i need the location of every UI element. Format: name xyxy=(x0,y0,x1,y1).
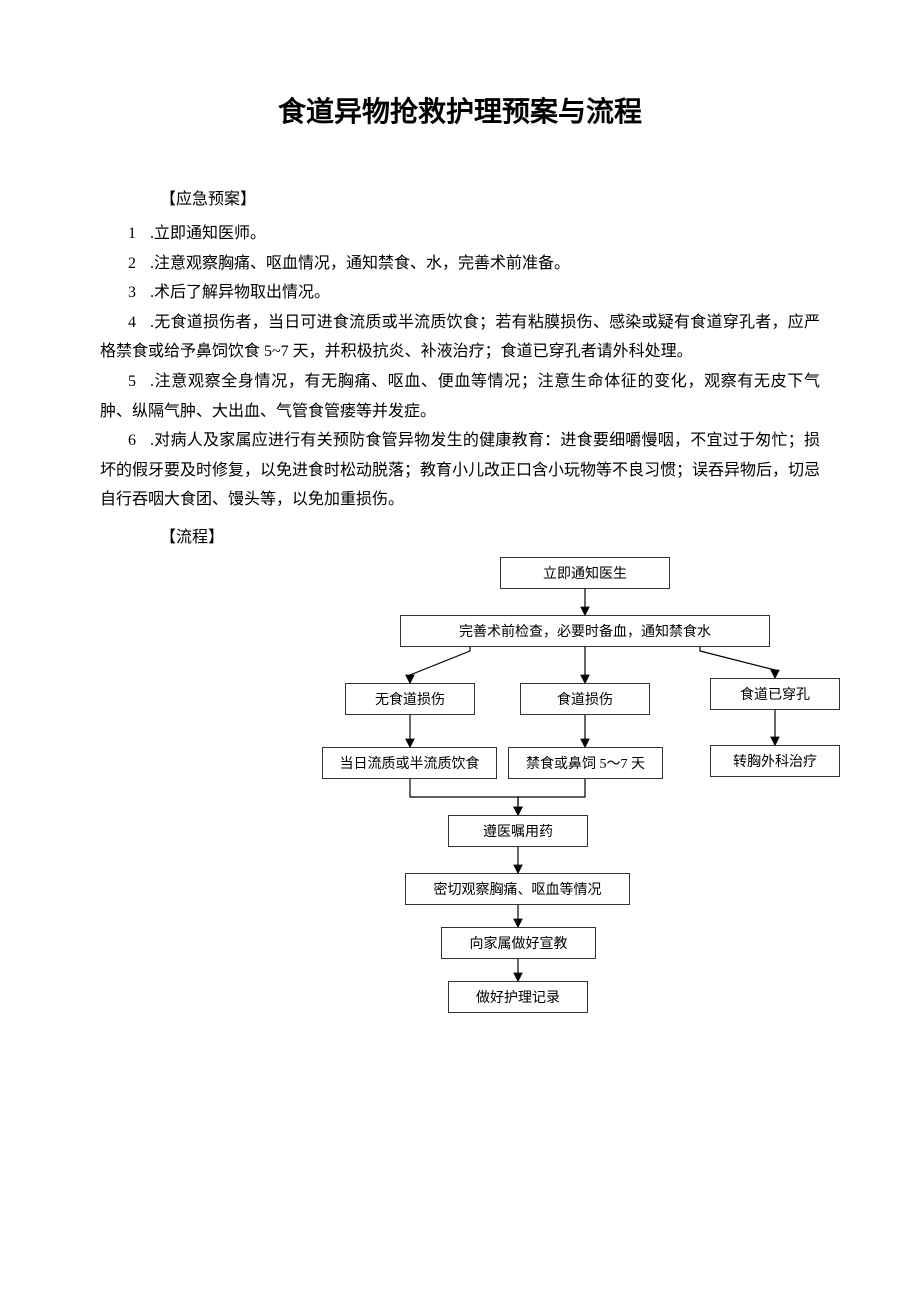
section-header-flow: 【流程】 xyxy=(160,523,820,547)
item-number: 3 xyxy=(128,278,150,308)
item-number: 6 xyxy=(128,426,150,456)
list-item: 4.无食道损伤者，当日可进食流质或半流质饮食；若有粘膜损伤、感染或疑有食道穿孔者… xyxy=(100,308,820,367)
item-text: .立即通知医师。 xyxy=(150,225,266,242)
flowchart-node: 食道已穿孔 xyxy=(710,678,840,710)
flowchart-node: 做好护理记录 xyxy=(448,981,588,1013)
flowchart: 立即通知医生完善术前检查，必要时备血，通知禁食水无食道损伤食道损伤食道已穿孔当日… xyxy=(340,557,860,1017)
flowchart-node: 遵医嘱用药 xyxy=(448,815,588,847)
flowchart-node: 禁食或鼻饲 5～7 天 xyxy=(508,747,663,779)
item-text: .对病人及家属应进行有关预防食管异物发生的健康教育：进食要细嚼慢咽，不宜过于匆忙… xyxy=(100,432,820,508)
item-number: 5 xyxy=(128,367,150,397)
page-title: 食道异物抢救护理预案与流程 xyxy=(100,90,820,130)
item-text: .无食道损伤者，当日可进食流质或半流质饮食；若有粘膜损伤、感染或疑有食道穿孔者，… xyxy=(100,314,820,361)
item-text: .注意观察胸痛、呕血情况，通知禁食、水，完善术前准备。 xyxy=(150,255,570,272)
list-item: 2.注意观察胸痛、呕血情况，通知禁食、水，完善术前准备。 xyxy=(128,249,820,279)
item-text: .术后了解异物取出情况。 xyxy=(150,284,330,301)
flowchart-node: 完善术前检查，必要时备血，通知禁食水 xyxy=(400,615,770,647)
list-item: 1.立即通知医师。 xyxy=(128,219,820,249)
flowchart-node: 无食道损伤 xyxy=(345,683,475,715)
flowchart-node: 当日流质或半流质饮食 xyxy=(322,747,497,779)
list-item: 5.注意观察全身情况，有无胸痛、呕血、便血等情况；注意生命体征的变化，观察有无皮… xyxy=(100,367,820,426)
flowchart-node: 转胸外科治疗 xyxy=(710,745,840,777)
item-number: 4 xyxy=(128,308,150,338)
item-number: 2 xyxy=(128,249,150,279)
flowchart-node: 食道损伤 xyxy=(520,683,650,715)
flowchart-node: 密切观察胸痛、呕血等情况 xyxy=(405,873,630,905)
item-text: .注意观察全身情况，有无胸痛、呕血、便血等情况；注意生命体征的变化，观察有无皮下… xyxy=(100,373,820,420)
flowchart-node: 立即通知医生 xyxy=(500,557,670,589)
section-header-plan: 【应急预案】 xyxy=(160,185,820,209)
item-number: 1 xyxy=(128,219,150,249)
flowchart-node: 向家属做好宣教 xyxy=(441,927,596,959)
list-item: 3.术后了解异物取出情况。 xyxy=(128,278,820,308)
list-item: 6.对病人及家属应进行有关预防食管异物发生的健康教育：进食要细嚼慢咽，不宜过于匆… xyxy=(100,426,820,515)
